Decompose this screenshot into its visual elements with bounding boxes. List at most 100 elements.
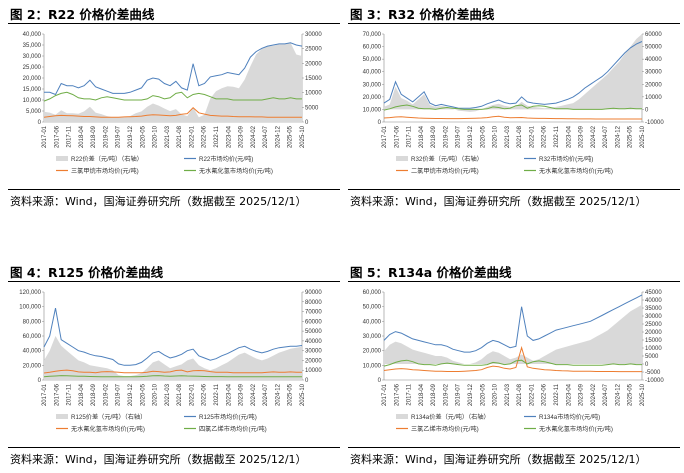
x-tick-label: 2023-09 (239, 383, 245, 406)
x-tick-label: 2024-02 (591, 125, 597, 148)
legend-label: 四氯乙烯市场均价(元/吨) (199, 425, 267, 433)
chart-panel-r125: 图 4：R125 价格价差曲线 0 20,000 40,000 60,000 80,00… (8, 262, 340, 468)
x-tick-label: 2021-03 (165, 125, 171, 148)
series-area (384, 304, 642, 364)
series-line (43, 375, 302, 378)
chart-panel-r32: 图 3：R32 价格价差曲线 0 10,000 20,000 30,000 40,000… (348, 4, 680, 210)
x-tick-label: 2022-06 (202, 383, 208, 406)
chart-canvas: 0 10,000 20,000 30,000 40,000 50,000 60,000 70,… (363, 32, 665, 175)
x-tick-label: 2021-08 (177, 125, 183, 148)
x-tick-label: 2021-03 (165, 383, 171, 406)
y-tick-label-right: 30000 (305, 32, 322, 38)
x-tick-label: 2021-08 (517, 383, 523, 406)
title-divider (348, 281, 680, 282)
series-line (383, 359, 642, 367)
x-tick-label: 2021-03 (505, 383, 511, 406)
source-divider (348, 447, 680, 448)
x-tick-label: 2020-10 (493, 383, 499, 406)
y-tick-label-left: 40,000 (23, 349, 42, 355)
x-tick-label: 2018-04 (419, 383, 425, 406)
x-tick-label: 2018-09 (431, 125, 437, 148)
figure-title: 图 5：R134a 价格价差曲线 (350, 265, 512, 280)
source-divider (8, 189, 340, 190)
y-tick-label-left: 60,000 (363, 290, 382, 296)
x-tick-label: 2019-07 (456, 383, 462, 406)
y-tick-label-left: 30,000 (363, 334, 382, 340)
y-tick-label-left: 70,000 (363, 32, 382, 38)
x-tick-label: 2021-08 (517, 125, 523, 148)
x-tick-label: 2021-08 (177, 383, 183, 406)
x-tick-label: 2024-12 (615, 125, 621, 148)
x-tick-label: 2018-09 (91, 383, 97, 406)
y-tick-label-right: 30000 (645, 314, 662, 320)
y-tick-label-right: -10000 (645, 120, 664, 126)
source-divider (348, 189, 680, 190)
x-tick-label: 2025-05 (628, 383, 634, 406)
y-tick-label-right: -5000 (645, 370, 661, 376)
legend-swatch (396, 156, 408, 161)
y-tick-label-right: 30000 (305, 349, 322, 355)
legend-label: R125价差（元/吨）（右轴） (71, 413, 146, 421)
x-tick-label: 2017-06 (394, 125, 400, 148)
x-tick-label: 2024-02 (251, 383, 257, 406)
x-tick-label: 2022-11 (214, 125, 220, 147)
y-tick-label-right: 0 (305, 120, 309, 126)
x-tick-label: 2023-04 (566, 125, 572, 148)
y-tick-label-left: 60,000 (363, 45, 382, 51)
y-tick-label-right: 25000 (305, 47, 322, 53)
y-tick-label-left: 20,000 (363, 95, 382, 101)
y-tick-label-right: 10000 (305, 368, 322, 374)
y-tick-label-left: 10,000 (23, 98, 42, 104)
x-tick-label: 2020-05 (140, 125, 146, 148)
x-tick-label: 2025-10 (640, 383, 646, 406)
x-tick-label: 2018-09 (91, 125, 97, 148)
legend-label: 二氯甲烷市场均价(元/吨) (411, 167, 479, 175)
y-tick-label-left: 10,000 (363, 363, 382, 369)
x-tick-label: 2017-01 (42, 383, 48, 406)
x-tick-label: 2019-12 (468, 383, 474, 406)
y-tick-label-right: 60000 (645, 32, 662, 38)
y-tick-label-right: 10000 (305, 91, 322, 97)
series-area (384, 34, 642, 112)
y-tick-label-right: 5000 (305, 105, 319, 111)
x-tick-label: 2022-06 (542, 383, 548, 406)
y-tick-label-right: 30000 (645, 70, 662, 76)
y-tick-label-right: 15000 (645, 338, 662, 344)
y-tick-label-left: 40,000 (363, 70, 382, 76)
y-tick-label-left: 20,000 (363, 349, 382, 355)
y-tick-label-left: 40,000 (363, 319, 382, 325)
legend-swatch (56, 414, 68, 419)
y-tick-label-right: 90000 (305, 290, 322, 296)
y-tick-label-right: 20000 (305, 358, 322, 364)
legend-swatch (396, 414, 408, 419)
y-tick-label-right: 60000 (305, 319, 322, 325)
series-line (43, 107, 302, 118)
y-tick-label-left: 35,000 (23, 43, 42, 49)
x-tick-label: 2023-09 (579, 125, 585, 148)
x-tick-label: 2019-02 (443, 383, 449, 406)
x-tick-label: 2020-05 (140, 383, 146, 406)
y-tick-label-right: 5000 (645, 354, 659, 360)
x-tick-label: 2019-12 (128, 125, 134, 148)
legend-label: R134a价差（元/吨）（右轴） (411, 413, 490, 421)
legend-label: 三氯乙烯市场均价(元/吨) (411, 425, 479, 433)
x-tick-label: 2017-11 (67, 125, 73, 147)
y-tick-label-left: 0 (378, 120, 382, 126)
series-line (383, 294, 643, 353)
y-tick-label-left: 50,000 (363, 57, 382, 63)
chart-canvas: 0 20,000 40,000 60,000 80,000 100,000 120,000 0… (19, 290, 322, 433)
x-tick-label: 2022-11 (554, 383, 560, 405)
y-tick-label-right: 80000 (305, 300, 322, 306)
x-tick-label: 2017-01 (42, 125, 48, 148)
x-tick-label: 2025-05 (288, 125, 294, 148)
series-line (43, 91, 302, 102)
x-tick-label: 2020-05 (480, 125, 486, 148)
y-tick-label-left: 120,000 (19, 290, 41, 296)
x-tick-label: 2017-06 (54, 125, 60, 148)
y-tick-label-right: 15000 (305, 76, 322, 82)
x-tick-label: 2024-07 (603, 125, 609, 148)
series-area (44, 42, 302, 122)
x-tick-label: 2023-04 (566, 383, 572, 406)
y-tick-label-left: 20,000 (23, 76, 42, 82)
y-tick-label-right: 50000 (645, 45, 662, 51)
